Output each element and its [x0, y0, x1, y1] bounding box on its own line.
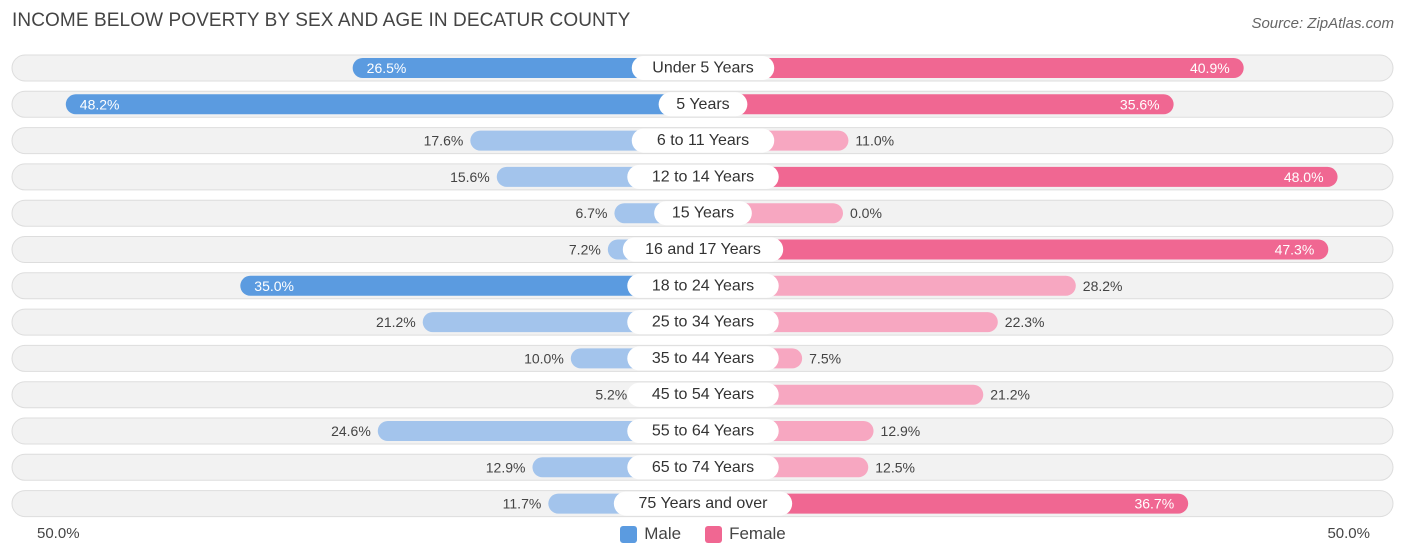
male-bar	[65, 94, 703, 115]
category-label: 18 to 24 Years	[652, 277, 754, 294]
male-value-label: 10.0%	[524, 350, 564, 366]
axis-right-label: 50.0%	[1327, 525, 1370, 542]
female-bar	[703, 166, 1338, 187]
category-label: 65 to 74 Years	[652, 459, 754, 476]
female-bar	[703, 239, 1329, 260]
legend-item-male: Male	[620, 524, 681, 544]
category-label: 45 to 54 Years	[652, 386, 754, 403]
male-value-label: 21.2%	[376, 314, 416, 330]
male-value-label: 35.0%	[254, 278, 294, 294]
category-pill	[627, 382, 779, 407]
female-bar	[703, 275, 1076, 296]
category-pill	[658, 92, 748, 117]
female-value-label: 11.0%	[855, 133, 894, 149]
category-pill	[627, 164, 779, 189]
category-label: Under 5 Years	[652, 60, 753, 77]
male-value-label: 6.7%	[576, 205, 608, 221]
category-label: 12 to 14 Years	[652, 168, 754, 185]
legend: Male Female	[0, 524, 1406, 544]
category-pill	[627, 273, 779, 298]
female-value-label: 12.9%	[881, 423, 921, 439]
female-bar	[703, 493, 1189, 514]
male-bar	[240, 275, 704, 296]
female-bar	[703, 58, 1244, 78]
female-value-label: 7.5%	[809, 350, 841, 366]
male-value-label: 11.7%	[503, 496, 542, 512]
category-pill	[627, 346, 779, 371]
category-label: 15 Years	[672, 205, 734, 222]
female-value-label: 28.2%	[1083, 278, 1123, 294]
male-bar	[377, 421, 703, 441]
female-value-label: 36.7%	[1134, 496, 1174, 512]
female-value-label: 0.0%	[850, 205, 882, 221]
category-pill	[631, 56, 775, 80]
category-pill	[622, 237, 784, 262]
category-label: 35 to 44 Years	[652, 350, 754, 367]
legend-swatch-male	[620, 525, 638, 543]
category-label: 6 to 11 Years	[657, 132, 749, 149]
male-value-label: 7.2%	[569, 242, 601, 258]
female-value-label: 48.0%	[1284, 169, 1324, 185]
female-value-label: 22.3%	[1005, 314, 1045, 330]
male-value-label: 15.6%	[450, 169, 490, 185]
category-pill	[627, 419, 779, 443]
male-value-label: 12.9%	[486, 459, 526, 475]
female-value-label: 35.6%	[1120, 96, 1160, 112]
legend-label-male: Male	[644, 524, 682, 543]
category-label: 25 to 34 Years	[652, 314, 754, 331]
chart-title: INCOME BELOW POVERTY BY SEX AND AGE IN D…	[12, 10, 631, 31]
category-pill	[631, 128, 775, 153]
category-pill	[627, 310, 779, 335]
category-label: 55 to 64 Years	[652, 423, 754, 440]
male-value-label: 24.6%	[331, 423, 371, 439]
female-value-label: 47.3%	[1275, 242, 1315, 258]
female-bar	[703, 94, 1174, 115]
male-value-label: 5.2%	[595, 387, 627, 403]
female-value-label: 40.9%	[1190, 60, 1230, 76]
axis-left-label: 50.0%	[37, 525, 80, 542]
male-value-label: 26.5%	[367, 60, 407, 76]
category-label: 75 Years and over	[639, 495, 769, 512]
male-value-label: 17.6%	[424, 133, 464, 149]
male-bar	[352, 58, 703, 78]
category-label: 5 Years	[676, 96, 729, 113]
female-value-label: 21.2%	[990, 387, 1030, 403]
category-pill	[613, 491, 793, 516]
female-value-label: 12.5%	[875, 459, 915, 475]
legend-item-female: Female	[705, 524, 786, 544]
legend-label-female: Female	[729, 524, 786, 543]
male-value-label: 48.2%	[80, 96, 120, 112]
category-pill	[654, 201, 752, 226]
category-label: 16 and 17 Years	[645, 241, 761, 258]
source-label: Source: ZipAtlas.com	[1251, 15, 1394, 32]
category-pill	[627, 455, 779, 480]
legend-swatch-female	[705, 525, 723, 543]
